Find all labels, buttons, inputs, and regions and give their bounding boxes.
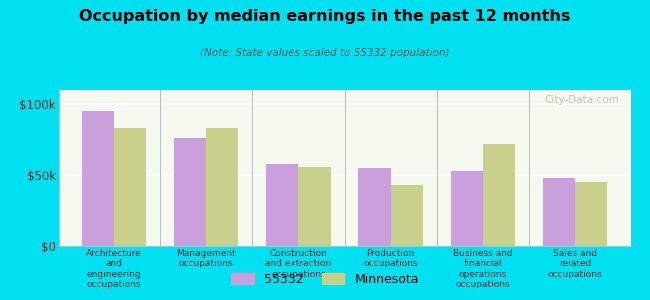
Bar (543, 178, 575, 246)
Bar (391, 185, 423, 246)
Legend: 55332, Minnesota: 55332, Minnesota (226, 268, 424, 291)
Bar (174, 138, 206, 246)
Bar (575, 182, 608, 246)
Bar (114, 128, 146, 246)
Bar (358, 168, 391, 246)
Bar (298, 167, 331, 246)
Bar (81, 111, 114, 246)
Text: Occupation by median earnings in the past 12 months: Occupation by median earnings in the pas… (79, 9, 571, 24)
Bar (206, 128, 239, 246)
Bar (266, 164, 298, 246)
Bar (450, 171, 483, 246)
Bar (483, 144, 515, 246)
Text: (Note: State values scaled to 55332 population): (Note: State values scaled to 55332 popu… (200, 48, 450, 58)
Text: City-Data.com: City-Data.com (544, 95, 619, 105)
